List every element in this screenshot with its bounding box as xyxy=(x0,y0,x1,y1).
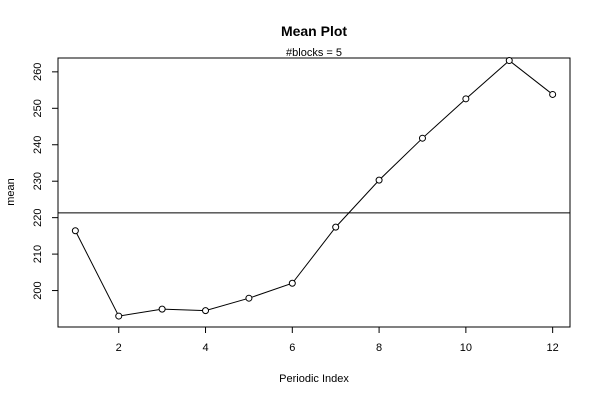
y-tick-label: 250 xyxy=(32,99,44,117)
x-tick-label: 12 xyxy=(547,342,559,354)
data-point xyxy=(505,57,513,65)
y-tick-label: 240 xyxy=(32,136,44,154)
data-point xyxy=(288,279,296,287)
data-point xyxy=(245,294,253,302)
y-tick-label: 260 xyxy=(32,63,44,81)
x-tick-label: 6 xyxy=(289,342,295,354)
y-axis-label: mean xyxy=(5,178,17,206)
y-tick-label: 230 xyxy=(32,172,44,190)
chart-subtitle: #blocks = 5 xyxy=(286,47,342,59)
series-line xyxy=(74,59,553,317)
data-point xyxy=(549,90,557,98)
data-point xyxy=(202,307,210,315)
data-point xyxy=(158,305,166,313)
data-point xyxy=(332,223,340,231)
x-tick-label: 8 xyxy=(376,342,382,354)
data-point xyxy=(71,227,79,235)
y-axis: 200 210 220 230 240 250 260 xyxy=(32,63,58,300)
x-tick-label: 4 xyxy=(202,342,208,354)
data-point xyxy=(462,95,470,103)
x-axis-label: Periodic Index xyxy=(279,373,349,385)
y-tick-label: 200 xyxy=(32,281,44,299)
x-axis: 2 4 6 8 10 12 xyxy=(116,327,559,354)
plot-frame xyxy=(57,57,571,328)
y-tick-label: 210 xyxy=(32,245,44,263)
x-tick-label: 2 xyxy=(116,342,122,354)
x-tick-label: 10 xyxy=(460,342,472,354)
y-tick-label: 220 xyxy=(32,208,44,226)
chart-title: Mean Plot xyxy=(281,23,347,39)
data-points xyxy=(71,57,557,320)
data-point xyxy=(115,312,123,320)
data-point xyxy=(375,176,383,184)
data-point xyxy=(418,134,426,142)
